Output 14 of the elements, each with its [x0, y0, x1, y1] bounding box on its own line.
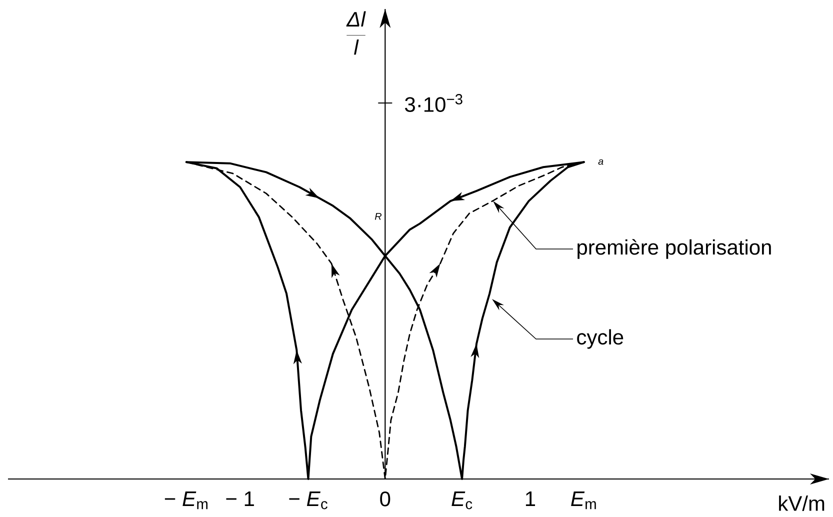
x-tick-label: E$_{m}$ [571, 492, 596, 510]
annotation: première polarisation [578, 239, 771, 259]
x-tick-label: 0 [380, 492, 390, 506]
x-tick-label: − E$_{m}$ [164, 492, 208, 510]
x-tick-label: − 1 [226, 492, 254, 506]
annotation: R [374, 212, 382, 220]
text: 3·10$^{−3}$ [405, 94, 462, 112]
annotation: cycle [577, 329, 624, 349]
x-tick-label: E$_{c}$ [452, 492, 472, 510]
x-tick-label: 1 [526, 492, 536, 506]
annotation: a [598, 159, 604, 165]
x-axis-title: kV/m [779, 496, 824, 511]
x-tick-label: − E$_{c}$ [289, 492, 328, 510]
text: $\frac{\textit{Δl}}{\textit{l}}$ [346, 11, 366, 55]
